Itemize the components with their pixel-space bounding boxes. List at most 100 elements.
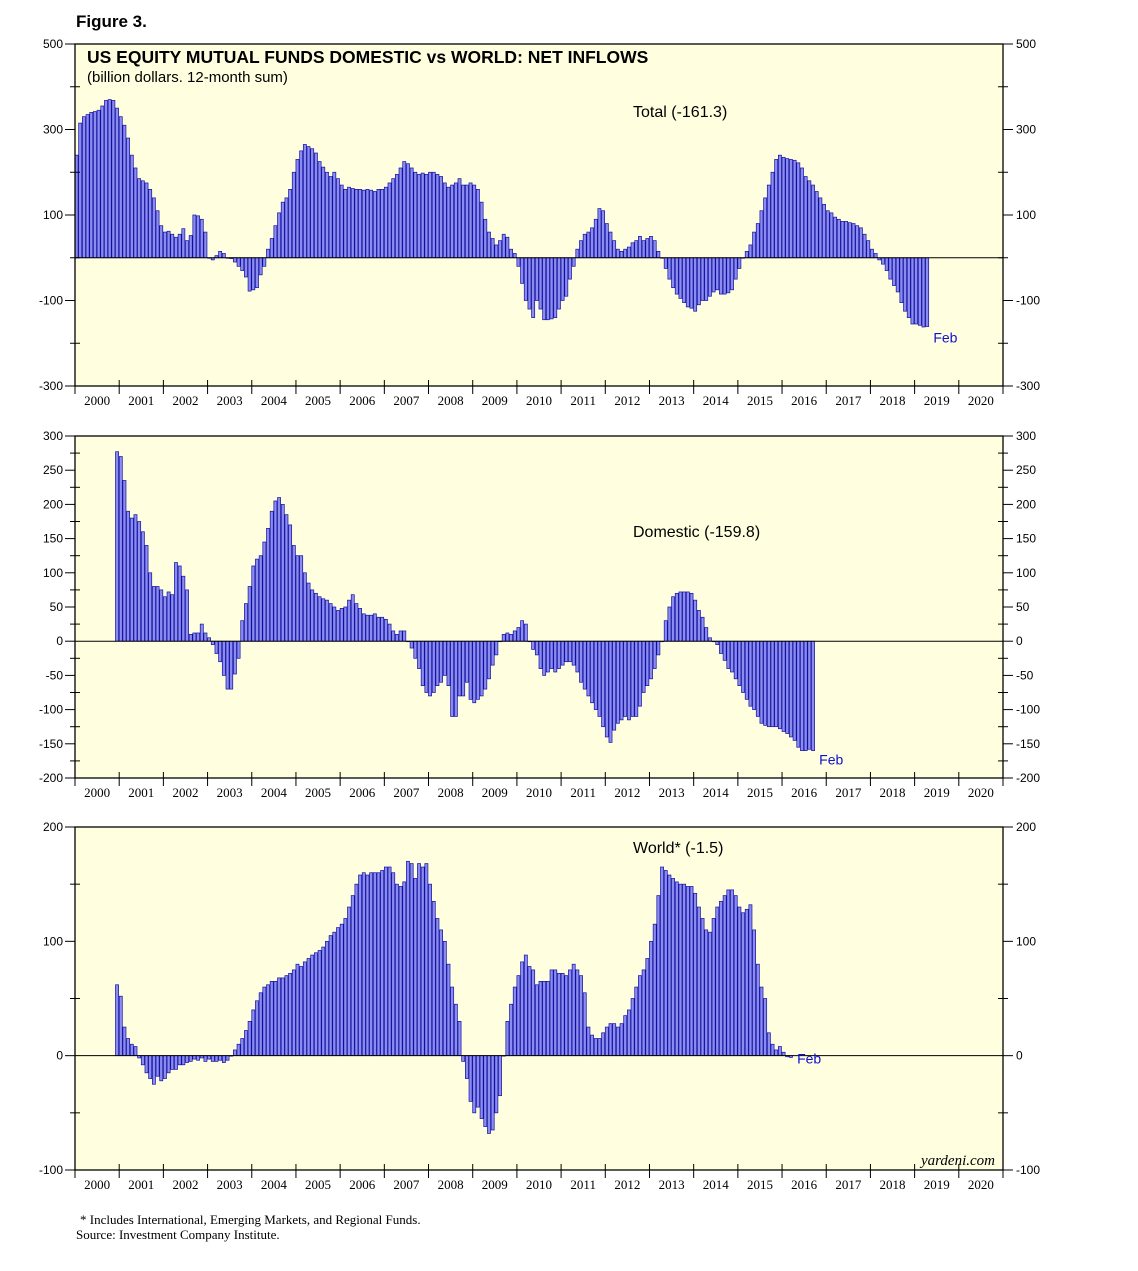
x-tick-label: 2006 (349, 1177, 376, 1192)
bar (667, 606, 672, 642)
bar (501, 233, 506, 259)
bar (328, 935, 333, 1057)
bar (251, 1009, 256, 1057)
bar (177, 565, 182, 642)
x-tick-label: 2001 (128, 393, 154, 408)
bar (593, 1038, 598, 1057)
bar (476, 189, 480, 259)
bar (873, 253, 878, 259)
bar (439, 176, 443, 259)
bar (273, 225, 278, 259)
bar (170, 1055, 175, 1070)
bar (748, 244, 753, 259)
bar (847, 222, 852, 259)
bar (387, 182, 392, 259)
bar (715, 906, 720, 1057)
bar (122, 1026, 127, 1057)
bar (748, 640, 753, 707)
bar (590, 640, 594, 704)
bar (549, 257, 554, 320)
bar (457, 640, 462, 697)
bar (733, 257, 738, 280)
bar (730, 889, 734, 1057)
bar (792, 159, 797, 259)
bar (538, 980, 543, 1057)
bar (571, 963, 576, 1057)
bar (586, 640, 591, 697)
bar (166, 1055, 171, 1074)
y-axis: -100 -100 0 0 100 100 200 200 (39, 820, 1040, 1177)
bar (538, 257, 543, 310)
bar (678, 883, 683, 1057)
bar (490, 238, 495, 259)
x-tick-label: 2011 (570, 1177, 596, 1192)
x-tick-label: 2005 (305, 393, 331, 408)
bar (192, 1055, 197, 1060)
bar (476, 1055, 480, 1108)
bar (468, 182, 473, 259)
bar (185, 240, 189, 259)
bar (582, 233, 587, 259)
bar (811, 640, 815, 751)
y-tick-label-right: 100 (1016, 566, 1036, 580)
x-tick-label: 2014 (703, 393, 730, 408)
bar (115, 107, 119, 259)
watermark-text: yardeni.com (919, 1153, 995, 1169)
bar (498, 240, 502, 259)
bar (704, 929, 709, 1057)
x-tick-label: 2002 (172, 1177, 198, 1192)
bar (137, 521, 142, 642)
bar (568, 257, 572, 280)
bar (741, 912, 745, 1057)
bar (302, 572, 307, 642)
x-tick-label: 2010 (526, 785, 552, 800)
x-tick-label: 2017 (835, 393, 862, 408)
bar (774, 159, 779, 259)
bar (777, 154, 782, 259)
y-tick-label-right: 200 (1016, 820, 1036, 834)
bar (446, 963, 451, 1057)
bar (262, 986, 267, 1057)
bar (336, 178, 340, 259)
bar (236, 1043, 241, 1057)
bar (115, 451, 119, 642)
bar (284, 975, 289, 1057)
bar (140, 531, 145, 642)
bar (258, 555, 263, 642)
bar (663, 257, 668, 269)
bar (148, 189, 153, 259)
bar (623, 1015, 628, 1057)
y-tick-label-right: 100 (1016, 208, 1036, 222)
bar (328, 603, 333, 642)
bar (759, 210, 764, 259)
y-tick-label-left: 0 (56, 634, 63, 648)
y-tick-label-right: 0 (1016, 634, 1023, 648)
x-tick-label: 2007 (393, 393, 420, 408)
bar (236, 640, 241, 659)
bar (174, 236, 178, 259)
bar (608, 1023, 613, 1057)
bar (829, 212, 834, 259)
bar (685, 257, 690, 308)
bar (800, 167, 804, 259)
y-tick-label-left: -50 (46, 668, 64, 682)
bar (696, 610, 701, 642)
bar (520, 620, 525, 642)
bar (785, 640, 790, 734)
bar (258, 257, 263, 276)
bar (295, 963, 300, 1057)
y-tick-label-right: 300 (1016, 123, 1036, 137)
bar (542, 640, 547, 676)
bar (214, 1055, 219, 1062)
bar (439, 640, 444, 683)
x-tick-label: 2007 (393, 1177, 420, 1192)
bar (630, 998, 635, 1057)
bar (634, 986, 639, 1057)
bar (623, 640, 628, 717)
bar (597, 640, 602, 717)
bar (288, 972, 293, 1057)
bar (221, 253, 226, 259)
bar (225, 1055, 230, 1061)
bar (376, 872, 381, 1057)
